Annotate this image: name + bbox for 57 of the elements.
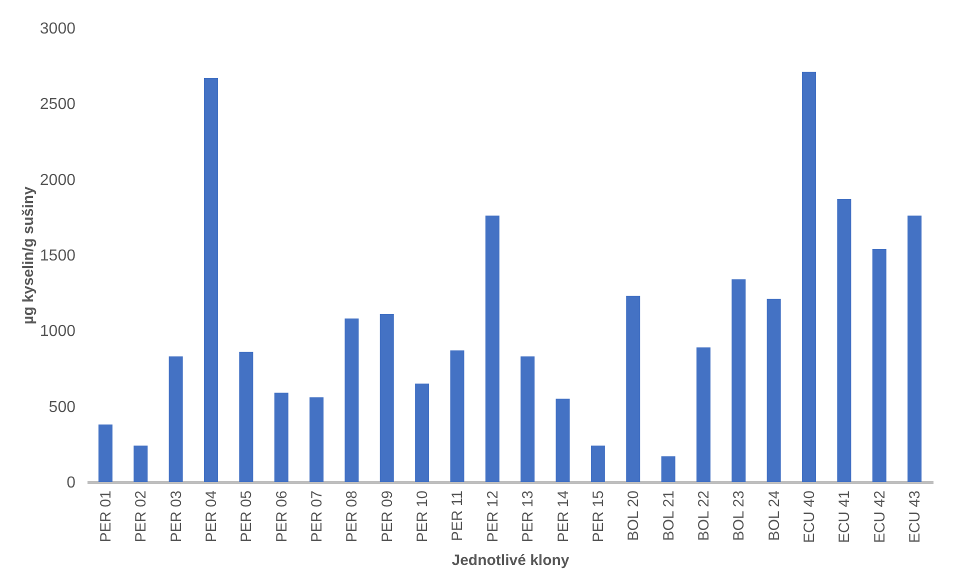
x-tick-label: PER 08 xyxy=(344,490,361,542)
bar xyxy=(274,392,288,482)
bar xyxy=(696,347,710,482)
bar xyxy=(590,446,605,482)
bar xyxy=(908,216,922,482)
x-tick-label: PER 01 xyxy=(97,490,114,542)
bar xyxy=(732,279,746,482)
bar xyxy=(802,72,816,482)
bar xyxy=(450,350,464,482)
y-tick-label: 1500 xyxy=(40,248,76,264)
x-axis-title: Jednotlivé klony xyxy=(452,552,570,570)
y-axis-title: µg kyselin/g sušiny xyxy=(20,186,37,324)
x-tick-label: PER 15 xyxy=(590,490,607,542)
x-tick-label: PER 03 xyxy=(168,490,185,542)
y-tick-label: 1000 xyxy=(40,323,76,340)
x-tick-label: PER 04 xyxy=(203,490,220,542)
bar xyxy=(485,216,500,482)
y-tick-label: 2500 xyxy=(40,96,76,114)
x-tick-label: PER 06 xyxy=(273,490,290,542)
x-tick-label: ECU 40 xyxy=(801,490,818,544)
y-tick-label: 2000 xyxy=(40,172,76,189)
bar xyxy=(837,199,852,482)
bar xyxy=(626,296,640,482)
bar xyxy=(134,446,148,482)
x-tick-label: ECU 43 xyxy=(906,490,924,544)
x-tick-label: BOL 22 xyxy=(695,490,712,541)
x-tick-label: PER 11 xyxy=(449,490,466,542)
y-tick-label: 500 xyxy=(48,398,76,416)
bar xyxy=(380,314,394,482)
y-tick-label: 0 xyxy=(66,474,76,492)
bar xyxy=(344,318,359,482)
x-tick-label: PER 14 xyxy=(554,490,572,542)
x-tick-label: BOL 24 xyxy=(766,490,783,541)
x-tick-label: PER 07 xyxy=(308,490,326,542)
x-tick-label: PER 02 xyxy=(132,490,150,542)
bar xyxy=(661,456,676,482)
x-tick-label: ECU 42 xyxy=(871,490,888,544)
bar xyxy=(239,352,254,482)
bar xyxy=(168,356,183,482)
y-tick-label: 3000 xyxy=(40,20,76,38)
bar xyxy=(872,248,886,482)
x-tick-label: BOL 20 xyxy=(625,490,642,541)
x-tick-label: ECU 41 xyxy=(836,490,854,544)
bar xyxy=(766,298,781,482)
bar xyxy=(310,397,324,482)
x-tick-label: PER 05 xyxy=(238,490,256,542)
bar xyxy=(415,384,430,482)
x-tick-label: PER 09 xyxy=(378,490,396,542)
bar xyxy=(204,78,218,482)
bar xyxy=(98,424,112,482)
x-tick-label: PER 10 xyxy=(414,490,432,542)
x-tick-label: PER 12 xyxy=(484,490,502,542)
x-tick-label: BOL 23 xyxy=(730,490,748,541)
bar xyxy=(556,398,570,482)
x-tick-label: PER 13 xyxy=(520,490,537,542)
bar xyxy=(520,356,535,482)
x-tick-label: BOL 21 xyxy=(660,490,678,541)
